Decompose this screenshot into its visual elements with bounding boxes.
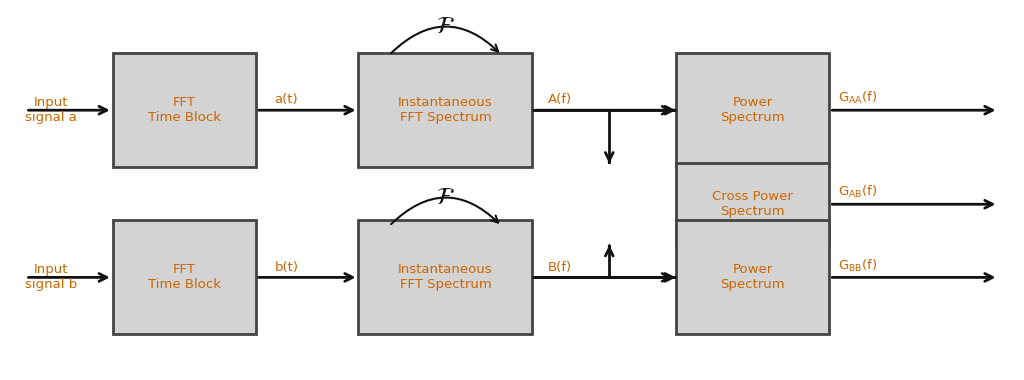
Text: Input
signal b: Input signal b [25,263,78,291]
FancyBboxPatch shape [113,53,256,167]
Text: Power
Spectrum: Power Spectrum [720,263,785,291]
Text: $\mathcal{F}$: $\mathcal{F}$ [436,186,455,209]
Text: b(t): b(t) [274,261,298,274]
Text: G$_{\mathregular{BB}}$(f): G$_{\mathregular{BB}}$(f) [838,258,877,274]
Text: FFT
Time Block: FFT Time Block [147,96,221,124]
FancyBboxPatch shape [676,163,829,245]
Text: Power
Spectrum: Power Spectrum [720,96,785,124]
Text: Cross Power
Spectrum: Cross Power Spectrum [713,190,793,218]
Text: B(f): B(f) [548,261,572,274]
Text: Instantaneous
FFT Spectrum: Instantaneous FFT Spectrum [398,96,493,124]
Text: FFT
Time Block: FFT Time Block [147,263,221,291]
Text: A(f): A(f) [548,93,572,106]
FancyBboxPatch shape [358,53,532,167]
Text: a(t): a(t) [274,93,298,106]
Text: G$_{\mathregular{AA}}$(f): G$_{\mathregular{AA}}$(f) [838,90,877,106]
Text: Input
signal a: Input signal a [26,96,77,124]
FancyBboxPatch shape [113,220,256,334]
Text: Instantaneous
FFT Spectrum: Instantaneous FFT Spectrum [398,263,493,291]
FancyBboxPatch shape [676,220,829,334]
FancyBboxPatch shape [358,220,532,334]
Text: $\mathcal{F}$: $\mathcal{F}$ [436,15,455,38]
Text: G$_{\mathregular{AB}}$(f): G$_{\mathregular{AB}}$(f) [838,184,877,201]
FancyBboxPatch shape [676,53,829,167]
